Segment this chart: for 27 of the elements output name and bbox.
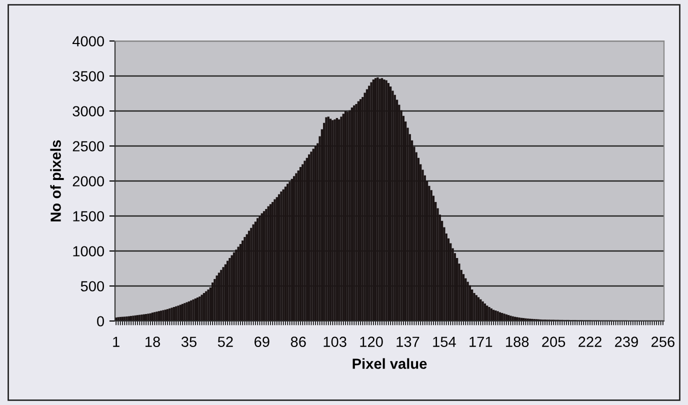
x-tick-label: 154	[433, 336, 456, 347]
x-axis-title: Pixel value	[352, 358, 427, 369]
x-tick-label: 1	[113, 336, 120, 347]
y-tick-label: 3000	[72, 106, 104, 116]
y-tick-label: 0	[97, 316, 104, 326]
x-tick-label: 137	[396, 336, 420, 347]
x-tick-label: 103	[324, 336, 346, 347]
x-tick-label: 188	[506, 336, 529, 347]
y-tick-label: 4000	[72, 36, 104, 46]
y-tick-label: 1500	[73, 211, 104, 222]
x-tick-label: 18	[146, 336, 160, 347]
x-tick-label: 52	[218, 336, 233, 347]
x-tick-label: 120	[360, 336, 383, 347]
x-tick-label: 222	[578, 336, 602, 347]
x-tick-label: 171	[470, 336, 492, 347]
x-tick-label: 239	[615, 336, 638, 347]
y-axis-title: No of pixels	[50, 140, 64, 222]
y-tick-label: 3500	[72, 71, 104, 82]
y-tick-label: 2500	[72, 141, 104, 152]
y-tick-label: 500	[80, 281, 104, 292]
x-tick-label: 35	[181, 336, 196, 347]
x-tick-label: 205	[542, 336, 566, 347]
x-tick-label: 256	[651, 336, 674, 347]
x-tick-label: 86	[290, 336, 306, 347]
y-tick-label: 2000	[72, 176, 104, 186]
y-tick-label: 1000	[73, 246, 104, 256]
x-tick-label: 69	[254, 336, 270, 347]
